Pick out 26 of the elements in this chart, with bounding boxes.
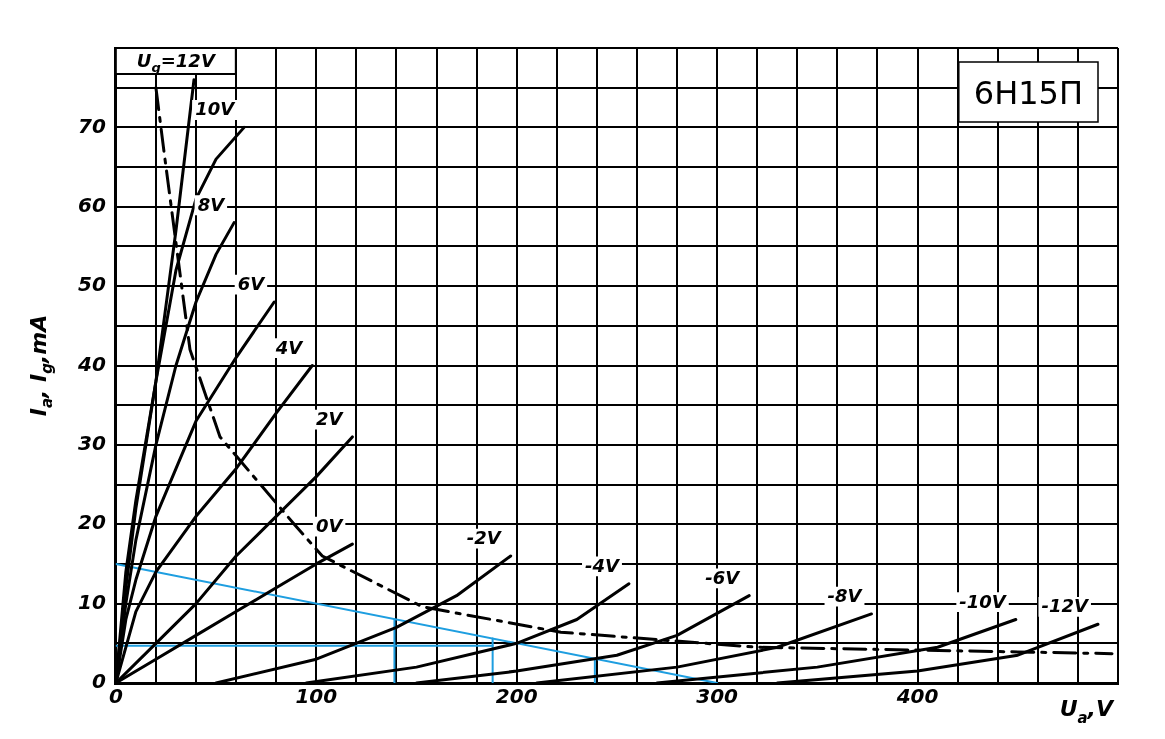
y-tick-label: 30 bbox=[77, 431, 106, 456]
x-tick-label: 200 bbox=[495, 684, 538, 709]
x-tick-label: 100 bbox=[295, 684, 338, 709]
x-tick-label: 300 bbox=[696, 684, 739, 709]
y-tick-label: 40 bbox=[76, 351, 106, 376]
text: 6Н15П bbox=[973, 74, 1083, 112]
series-label: -2V bbox=[466, 527, 503, 548]
y-tick-label: 50 bbox=[77, 272, 106, 297]
y-tick-label: 60 bbox=[77, 192, 106, 217]
series-label: -10V bbox=[959, 590, 1008, 612]
series-label: -4V bbox=[585, 554, 622, 576]
x-tick-label: 400 bbox=[895, 684, 939, 709]
y-tick-label: 70 bbox=[77, 113, 106, 138]
y-tick-label: 10 bbox=[77, 589, 106, 614]
y-tick-label: 20 bbox=[77, 510, 106, 535]
series-label: 4V bbox=[274, 336, 305, 358]
series-label: -12V bbox=[1041, 595, 1091, 617]
series-label: 10V bbox=[195, 98, 237, 120]
series-label: 0V bbox=[315, 515, 345, 537]
y-axis-title: Ia, Ig,mA bbox=[25, 314, 57, 417]
series-label: 6V bbox=[237, 273, 267, 294]
series-label: -6V bbox=[705, 566, 742, 588]
series-label: -8V bbox=[827, 584, 864, 606]
series-label: 2V bbox=[315, 407, 345, 429]
x-tick-label: 0 bbox=[108, 684, 123, 709]
series-label: 8V bbox=[197, 193, 227, 215]
